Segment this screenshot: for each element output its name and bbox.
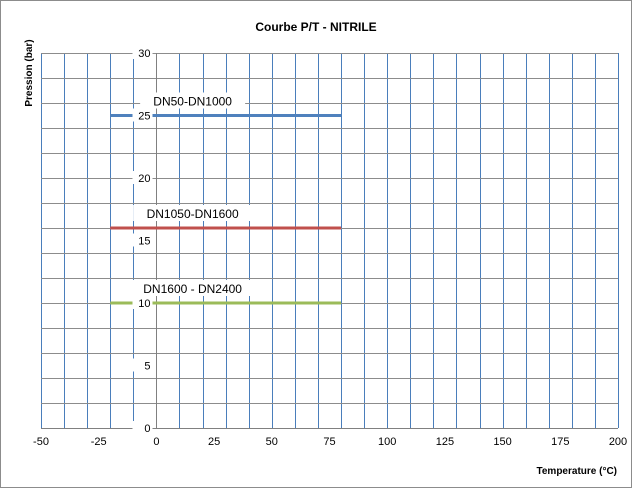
x-tick-label: 50 xyxy=(266,436,278,448)
x-axis-title: Temperature (°C) xyxy=(537,466,618,477)
series-label: DN1050-DN1600 xyxy=(147,207,239,221)
y-tick-label-bg xyxy=(132,421,153,434)
y-tick-label-bg xyxy=(132,358,153,372)
y-tick-label: 15 xyxy=(138,236,150,248)
series-label-bg xyxy=(140,92,246,109)
series-label-bg xyxy=(133,205,253,221)
y-axis-title: Pression (bar) xyxy=(24,39,35,106)
y-tick-label: 5 xyxy=(144,361,150,373)
x-tick-label: 175 xyxy=(551,436,569,448)
y-tick-label: 25 xyxy=(138,111,150,123)
y-tick-label-bg xyxy=(132,233,153,247)
y-tick-label: 30 xyxy=(138,48,150,60)
y-tick-label: 20 xyxy=(138,173,150,185)
x-tick-label: 200 xyxy=(609,436,627,448)
x-tick-label: 100 xyxy=(378,436,396,448)
series-label-bg xyxy=(126,280,260,296)
x-tick-label: 75 xyxy=(323,436,335,448)
x-tick-label: -50 xyxy=(33,436,49,448)
y-tick-label-bg xyxy=(132,46,153,59)
chart-title: Courbe P/T - NITRILE xyxy=(255,20,376,34)
x-tick-label: 125 xyxy=(436,436,454,448)
y-tick-label-bg xyxy=(132,296,153,309)
y-tick-label: 10 xyxy=(138,298,150,310)
series-label: DN1600 - DN2400 xyxy=(143,282,242,296)
x-tick-label: 0 xyxy=(153,436,159,448)
y-tick-label-bg xyxy=(132,108,153,122)
grid xyxy=(41,53,619,429)
x-tick-label: 150 xyxy=(493,436,511,448)
x-tick-label: 25 xyxy=(208,436,220,448)
y-tick-label-bg xyxy=(132,171,153,184)
series-label: DN50-DN1000 xyxy=(153,95,232,109)
series-labels: DN50-DN1000 DN1050-DN1600 DN1600 - DN2400 xyxy=(126,92,260,296)
plot-area xyxy=(41,53,618,428)
y-tick-label: 0 xyxy=(144,423,150,435)
x-tick-label: -25 xyxy=(91,436,107,448)
tick-labels: -50 -25 0 25 50 75 100 125 150 175 200 0 5 10 15 20 25 30 xyxy=(33,46,627,448)
